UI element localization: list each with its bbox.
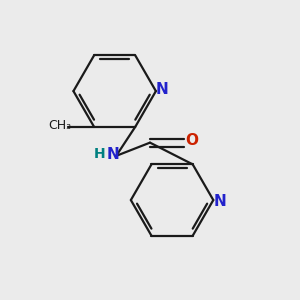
- Text: N: N: [213, 194, 226, 209]
- Text: N: N: [107, 147, 120, 162]
- Text: CH₃: CH₃: [49, 119, 72, 132]
- Text: N: N: [156, 82, 169, 97]
- Text: O: O: [186, 133, 199, 148]
- Text: H: H: [94, 147, 106, 161]
